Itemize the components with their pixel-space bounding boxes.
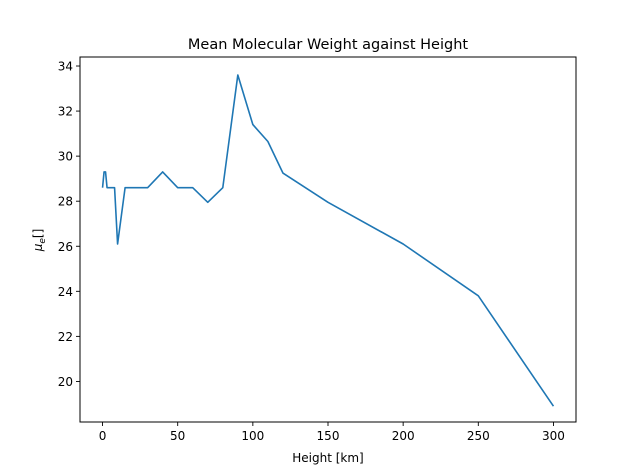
y-tick-label: 26 (58, 240, 73, 254)
y-tick-label: 28 (58, 195, 73, 209)
x-tick-label: 250 (467, 429, 490, 443)
chart-title: Mean Molecular Weight against Height (188, 37, 469, 53)
y-tick-label: 20 (58, 375, 73, 389)
y-axis-label-subscript: e (38, 238, 48, 244)
y-tick-label: 30 (58, 150, 73, 164)
x-tick-label: 150 (317, 429, 340, 443)
plot-area-frame (79, 56, 577, 423)
x-tick-label: 300 (542, 429, 565, 443)
y-axis-ticks: 20 22 24 26 28 30 32 34 (58, 60, 80, 389)
x-axis-ticks: 0 50 100 150 200 250 300 (99, 422, 565, 443)
y-axis-label-suffix: [] (31, 229, 45, 238)
y-tick-label: 24 (58, 285, 73, 299)
series-line-0 (101, 74, 555, 407)
x-tick-label: 0 (99, 429, 107, 443)
y-tick-label: 34 (58, 60, 73, 74)
y-tick-label: 32 (58, 105, 73, 119)
x-axis-label: Height [km] (292, 451, 363, 465)
x-tick-label: 100 (241, 429, 264, 443)
y-axis-label: μe[] (31, 229, 48, 253)
x-tick-label: 50 (170, 429, 185, 443)
series-layer (101, 74, 555, 407)
y-axis-label-symbol: μ (31, 243, 45, 252)
y-tick-label: 22 (58, 330, 73, 344)
x-tick-label: 200 (392, 429, 415, 443)
